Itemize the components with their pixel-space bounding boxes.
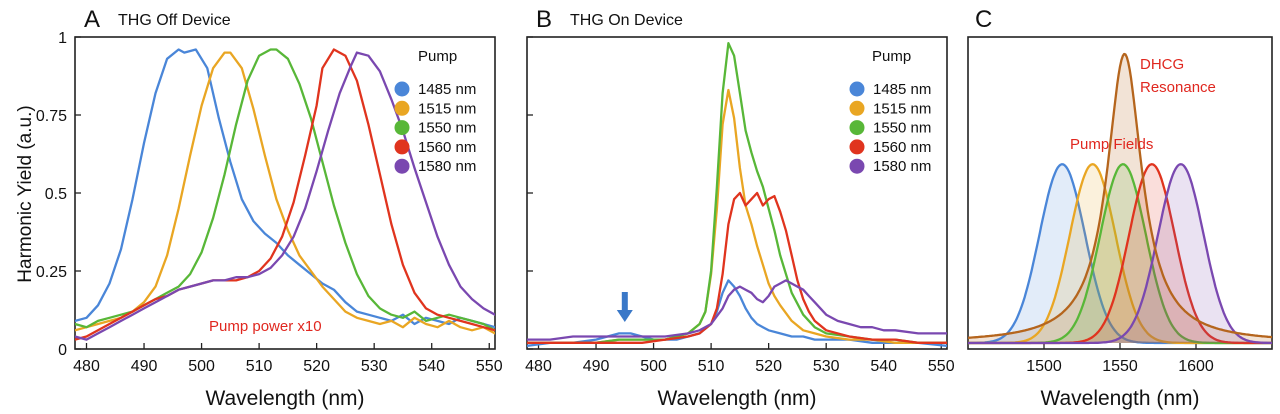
panel-b-legend: 1485 nm 1515 nm 1550 nm 1560 nm 1580 nm [849, 81, 931, 175]
panel-b-series-1485 [527, 279, 947, 348]
panel-c-xtick-label: 1550 [1102, 358, 1138, 375]
panel-b-series [527, 42, 947, 348]
panel-b-letter: B [536, 6, 552, 33]
panel-a-ticks: 480 490 500 510 520 530 540 550 0 0.25 0.5 0.75 1 [36, 30, 503, 375]
panel-c-resonance-fill [968, 54, 1272, 343]
panel-b-legend-label-1580: 1580 nm [873, 158, 931, 175]
panel-a-legend-label-1580: 1580 nm [418, 158, 476, 175]
panel-c-annotation-resonance: Resonance [1140, 79, 1216, 96]
panel-a-letter: A [84, 6, 100, 33]
panel-a-xtick-label: 540 [418, 358, 445, 375]
panel-b-xtick-label: 500 [640, 358, 667, 375]
panel-b-xtick-label: 490 [583, 358, 610, 375]
panel-b-xtick-label: 530 [813, 358, 840, 375]
panel-c-pump-fill-1550 [968, 164, 1272, 343]
panel-b-legend-marker-1515 [849, 100, 865, 116]
panel-a-xtick-label: 520 [303, 358, 330, 375]
panel-b-series-1580 [527, 279, 947, 341]
panel-b-legend-marker-1580 [849, 158, 865, 174]
panel-a-xtick-label: 500 [188, 358, 215, 375]
panel-b-xtick-label: 480 [525, 358, 552, 375]
panel-a-xtick-label: 510 [246, 358, 273, 375]
panel-a-xtick-label: 480 [73, 358, 100, 375]
panel-c-pump-fill-1485 [968, 164, 1272, 343]
panel-c-annotation-pump: Pump Fields [1070, 136, 1153, 153]
panel-c-ticks: 1500 1550 1600 [1026, 343, 1214, 375]
panel-a-ytick-label: 0 [58, 342, 67, 359]
panel-a-legend-marker-1550 [394, 120, 410, 136]
panel-a-ytick-label: 1 [58, 30, 67, 47]
panel-a-annotation: Pump power x10 [209, 318, 322, 335]
panel-b-xtick-label: 550 [928, 358, 955, 375]
panel-b-legend-label-1550: 1550 nm [873, 120, 931, 137]
panel-b-xlabel: Wavelength (nm) [657, 387, 816, 410]
panel-b-legend-label-1560: 1560 nm [873, 139, 931, 156]
panel-a-xtick-label: 550 [476, 358, 503, 375]
panel-b-legend-marker-1550 [849, 120, 865, 136]
panel-a-xtick-label: 490 [131, 358, 158, 375]
panel-a-legend-marker-1560 [394, 139, 410, 155]
panel-c-xtick-label: 1600 [1178, 358, 1214, 375]
panel-a-legend-label-1560: 1560 nm [418, 139, 476, 156]
panel-b-xtick-label: 540 [870, 358, 897, 375]
panel-c-pump-fill-1580 [968, 164, 1272, 343]
panel-a-xlabel: Wavelength (nm) [205, 387, 364, 410]
panel-a-legend-label-1550: 1550 nm [418, 120, 476, 137]
panel-a: A THG Off Device 480 490 500 510 520 530 540 55… [36, 6, 503, 410]
panel-b-legend-label-1485: 1485 nm [873, 81, 931, 98]
panel-a-series-1515 [75, 51, 495, 335]
panel-a-ytick-label: 0.75 [36, 108, 67, 125]
panel-b: B THG On Device 480 490 500 510 520 530 540 550… [525, 6, 955, 410]
panel-a-legend-marker-1580 [394, 158, 410, 174]
panel-a-legend-marker-1485 [394, 81, 410, 97]
panel-b-legend-marker-1485 [849, 81, 865, 97]
panel-a-ytick-label: 0.5 [45, 186, 67, 203]
panel-c-xtick-label: 1500 [1026, 358, 1062, 375]
panel-a-series-1560 [75, 48, 495, 341]
panel-c-resonance-curve [968, 52, 1272, 339]
panel-b-series-1560 [527, 191, 947, 344]
panel-a-ytick-label: 0.25 [36, 264, 67, 281]
panel-a-series [75, 48, 495, 341]
panel-a-title: THG Off Device [118, 12, 231, 29]
panel-b-legend-title: Pump [872, 48, 911, 65]
panel-c-letter: C [975, 6, 992, 33]
panel-c-pump-fill-1515 [968, 164, 1272, 343]
panel-c-pump-fill-1560 [968, 164, 1272, 343]
panel-c-curves [968, 52, 1272, 345]
panel-b-legend-marker-1560 [849, 139, 865, 155]
y-axis-label: Harmonic Yield (a.u.) [15, 105, 36, 282]
panel-b-xtick-label: 520 [755, 358, 782, 375]
panel-c-annotation-dhcg: DHCG [1140, 56, 1184, 73]
panel-c-pump-field-1580 [968, 163, 1272, 345]
panel-b-arrow [616, 292, 633, 322]
panel-c-xlabel: Wavelength (nm) [1040, 387, 1199, 410]
panel-b-ticks: 480 490 500 510 520 530 540 550 [525, 36, 955, 375]
panel-a-legend-label-1515: 1515 nm [418, 100, 476, 117]
panel-a-legend: 1485 nm 1515 nm 1550 nm 1560 nm 1580 nm [394, 81, 476, 175]
panel-b-title: THG On Device [570, 12, 683, 29]
panel-b-legend-label-1515: 1515 nm [873, 100, 931, 117]
panel-a-legend-marker-1515 [394, 100, 410, 116]
panel-a-xtick-label: 530 [361, 358, 388, 375]
panel-a-series-1580 [75, 51, 495, 341]
panel-a-legend-label-1485: 1485 nm [418, 81, 476, 98]
panel-b-series-1550 [527, 42, 947, 344]
panel-a-legend-title: Pump [418, 48, 457, 65]
arrow-down-icon [616, 292, 633, 322]
panel-c: C 1500 1550 1600 Pump Fields DHCG Resonanc… [967, 6, 1273, 410]
panel-b-xtick-label: 510 [698, 358, 725, 375]
